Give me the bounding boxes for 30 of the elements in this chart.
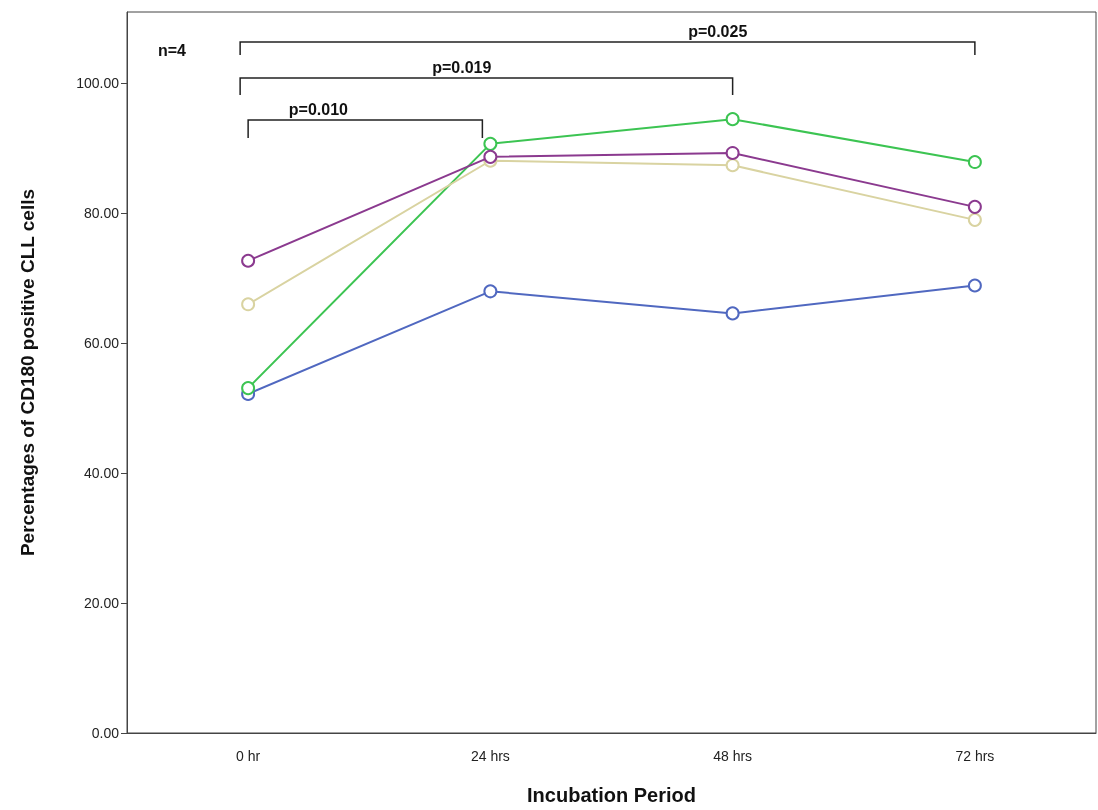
annotation: p=0.010 [288, 100, 349, 118]
point [241, 381, 256, 396]
point [483, 149, 498, 164]
y-tick-label: 40.00 [83, 465, 120, 482]
y-tick-label: 60.00 [83, 335, 120, 352]
point [483, 136, 498, 151]
point [967, 155, 982, 170]
y-tick-label: 20.00 [83, 595, 120, 612]
y-tick-label: 80.00 [83, 205, 120, 222]
point [725, 306, 740, 321]
point [241, 253, 256, 268]
annotation: n=4 [158, 41, 187, 59]
point [967, 212, 982, 227]
annotation: p=0.019 [432, 58, 492, 76]
point [725, 145, 740, 160]
annotation: p=0.025 [688, 22, 748, 40]
x-tick-label: 24 hrs [470, 748, 510, 764]
point [967, 199, 982, 214]
x-tick-label: 0 hr [236, 748, 261, 764]
x-axis-title: Incubation Period [527, 784, 696, 806]
x-tick-label: 48 hrs [713, 748, 753, 764]
x-tick-label: 72 hrs [955, 748, 995, 764]
point [241, 297, 256, 312]
y-axis-title: Percentages of CD180 positive CLL cells [17, 188, 38, 557]
y-tick-label: 100.00 [76, 75, 120, 92]
point [483, 284, 498, 299]
y-tick-label: 0.00 [91, 725, 120, 741]
point [967, 278, 982, 293]
point [725, 112, 740, 127]
point [725, 158, 740, 173]
